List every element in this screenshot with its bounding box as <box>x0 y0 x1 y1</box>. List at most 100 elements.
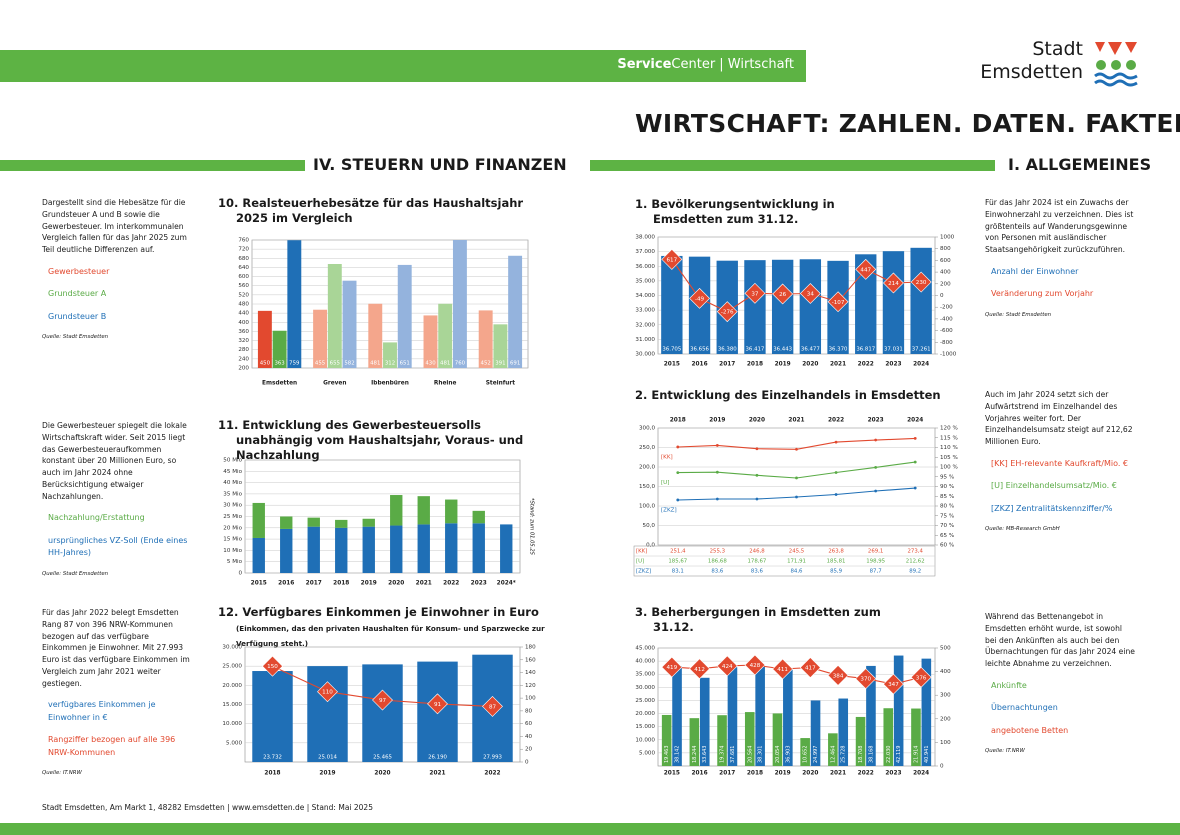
source: Quelle: MB-Research GmbH <box>985 526 1060 532</box>
table-cell: 83,6 <box>711 569 724 575</box>
table-cell: 84,6 <box>790 569 803 575</box>
line-marker <box>799 283 821 304</box>
line-point <box>715 470 719 474</box>
bar <box>362 664 403 762</box>
x-tick-label: 2024 <box>907 418 923 424</box>
source: Quelle: IT.NRW <box>985 748 1025 754</box>
bar-label: 481 <box>370 361 380 367</box>
x-tick-label: 2019 <box>775 362 791 368</box>
table-cell: 185,67 <box>668 559 687 565</box>
y2-tick-label: 0 <box>525 760 529 766</box>
header-bar <box>0 50 806 82</box>
line-label: [ZKZ] <box>661 507 677 513</box>
x-tick-label: 2019 <box>361 581 377 587</box>
table-row-label: [U] <box>636 559 644 565</box>
x-tick-label: Greven <box>323 381 346 387</box>
legend-entry: [U] Einzelhandelsumsatz/Mio. € <box>991 481 1117 491</box>
bar-label: 21.914 <box>913 746 919 764</box>
y-tick-label: 280 <box>238 347 249 353</box>
bar <box>866 665 876 766</box>
chart-title-block: 2. Entwicklung des Einzelhandels in Emsd… <box>635 388 953 403</box>
y2-tick-label: 400 <box>940 669 951 675</box>
y2-tick-label: 100 <box>940 740 951 746</box>
line-point <box>676 445 680 449</box>
x-tick-label: 2020 <box>388 581 404 587</box>
table-cell: 89,2 <box>909 569 921 575</box>
bar <box>661 714 672 766</box>
section-title: IV. STEUERN UND FINANZEN <box>313 155 567 174</box>
y-tick-label: 31.000 <box>635 337 655 343</box>
table-cell: 87,7 <box>870 569 882 575</box>
y2-tick-label: -800 <box>940 340 953 346</box>
bar-label: 582 <box>344 361 354 367</box>
marker-label: 150 <box>267 664 278 670</box>
y-tick-label: 440 <box>238 311 249 317</box>
line-marker <box>661 248 683 270</box>
footer: Stadt Emsdetten, Am Markt 1, 48282 Emsde… <box>42 803 373 812</box>
y2-tick-label: 200 <box>940 281 951 287</box>
chart-subtitle: (Einkommen, das den privaten Haushalten … <box>236 623 545 648</box>
y-tick-label: 15.000 <box>635 724 655 730</box>
y-tick-label: 35.000 <box>635 278 655 284</box>
x-tick-label: 2020 <box>374 771 390 777</box>
marker-label: 370 <box>860 677 871 683</box>
x-tick-label: 2020 <box>802 362 818 368</box>
y-tick-label: 10.000 <box>635 737 655 743</box>
bar-label: 36.903 <box>785 746 791 764</box>
y-tick-label: 150,0 <box>639 484 655 490</box>
y2-tick-label: -200 <box>940 305 953 311</box>
y-tick-label: 35 Mio <box>223 491 242 497</box>
marker-label: 411 <box>777 667 788 673</box>
y-tick-label: 38.000 <box>635 235 655 241</box>
table-cell: 269,1 <box>868 549 883 555</box>
x-tick-label: 2021 <box>788 418 804 424</box>
description: Die Gewerbesteuer spiegelt die lokale Wi… <box>42 421 187 501</box>
section-title: I. ALLGEMEINES <box>1008 155 1152 174</box>
text-panel: Für das Jahr 2024 ist ein Zuwachs der Ei… <box>985 197 1135 319</box>
bar-segment <box>500 524 513 573</box>
bar <box>478 310 493 368</box>
bar-segment <box>417 496 430 525</box>
table-cell: 273,4 <box>907 549 923 555</box>
line-point <box>795 447 798 451</box>
bar-label: 36.705 <box>662 347 681 353</box>
legend-entry: [ZKZ] Zentralitätskennziffer/% <box>991 503 1113 513</box>
table-cell: 178,67 <box>747 559 766 565</box>
x-tick-label: 2015 <box>664 771 680 777</box>
y-tick-label: 30 Mio <box>223 503 242 509</box>
y-tick-label: 20.000 <box>635 711 655 717</box>
marker-label: 97 <box>379 698 387 704</box>
y2-tick-label: 120 <box>525 683 536 689</box>
x-tick-label: 2022 <box>828 418 844 424</box>
table-cell: 83,1 <box>672 569 684 575</box>
bar <box>397 264 412 368</box>
y-tick-label: 30.000 <box>635 685 655 691</box>
chart-title: 12. Verfügbares Einkommen je Einwohner i… <box>218 605 539 619</box>
bar-label: 363 <box>274 361 284 367</box>
marker-label: 376 <box>916 675 927 681</box>
y-tick-label: 320 <box>238 338 249 344</box>
bar <box>438 303 453 368</box>
bar <box>699 677 710 766</box>
bar-label: 691 <box>510 361 520 367</box>
bar <box>313 309 328 368</box>
bar-label: 22.030 <box>886 746 892 764</box>
bar-segment <box>335 527 348 573</box>
bar <box>921 658 932 766</box>
bar <box>672 665 682 766</box>
marker-label: 347 <box>888 682 899 688</box>
y-tick-label: 45.000 <box>635 646 655 652</box>
text-panel: Dargestellt sind die Hebesätze für die G… <box>42 197 192 341</box>
line-marker <box>482 695 503 717</box>
bar <box>508 255 523 368</box>
y2-tick-label: 85 % <box>940 494 954 500</box>
bar <box>744 260 766 354</box>
x-tick-label: 2022 <box>443 581 459 587</box>
y-tick-label: 37.000 <box>635 249 655 255</box>
y2-tick-label: 65 % <box>940 533 954 539</box>
y-tick-label: 35.000 <box>635 672 655 678</box>
table-cell: 198,95 <box>866 559 885 565</box>
table-frame <box>633 545 936 577</box>
bar-label: 481 <box>440 361 450 367</box>
y-tick-label: 400 <box>238 320 249 326</box>
